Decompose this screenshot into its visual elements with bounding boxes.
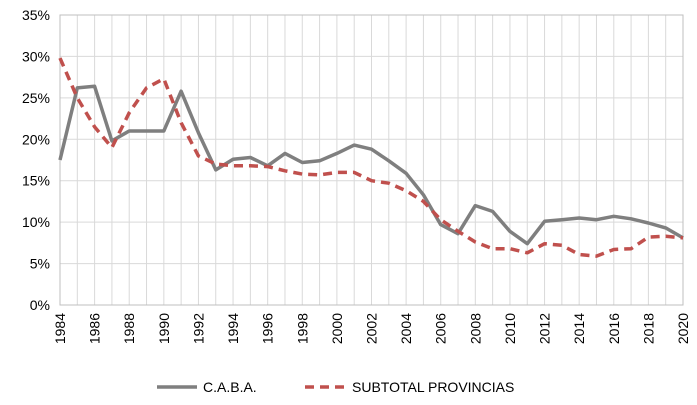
- x-tick-label: 1996: [260, 313, 276, 344]
- x-tick-label: 2008: [467, 313, 483, 344]
- legend-label: SUBTOTAL PROVINCIAS: [352, 379, 514, 395]
- x-tick-label: 2006: [433, 313, 449, 344]
- y-tick-label: 0%: [30, 297, 50, 313]
- x-tick-label: 2020: [675, 313, 691, 344]
- x-tick-label: 2004: [398, 313, 414, 344]
- x-tick-label: 2000: [329, 313, 345, 344]
- x-tick-label: 2018: [640, 313, 656, 344]
- series-line-caba: [58, 84, 684, 246]
- y-tick-label: 35%: [22, 7, 50, 23]
- y-tick-label: 20%: [22, 131, 50, 147]
- legend-label: C.A.B.A.: [203, 379, 257, 395]
- y-tick-label: 25%: [22, 90, 50, 106]
- x-axis-tick-labels: 1984 1986 1988 1990 1992 1994 1996 1998 2000 2002…: [52, 313, 691, 344]
- x-tick-label: 1988: [121, 313, 137, 344]
- x-tick-label: 1992: [190, 313, 206, 344]
- y-tick-label: 15%: [22, 173, 50, 189]
- x-tick-label: 2002: [364, 313, 380, 344]
- gridlines: [59, 14, 684, 306]
- x-tick-label: 1990: [156, 313, 172, 344]
- y-tick-label: 10%: [22, 214, 50, 230]
- x-tick-label: 2012: [537, 313, 553, 344]
- x-tick-label: 1994: [225, 313, 241, 344]
- y-tick-label: 5%: [30, 256, 50, 272]
- y-tick-label: 30%: [22, 48, 50, 64]
- y-axis-tick-labels: 0% 5% 10% 15% 20% 25% 30% 35%: [22, 7, 50, 313]
- legend: C.A.B.A. SUBTOTAL PROVINCIAS: [157, 379, 514, 395]
- x-tick-label: 2016: [606, 313, 622, 344]
- series-lines: [58, 57, 684, 258]
- x-tick-label: 1998: [294, 313, 310, 344]
- x-tick-label: 1986: [87, 313, 103, 344]
- x-tick-label: 1984: [52, 313, 68, 344]
- series-line-subtotal-provincias: [58, 57, 684, 258]
- x-tick-label: 2014: [571, 313, 587, 344]
- x-tick-label: 2010: [502, 313, 518, 344]
